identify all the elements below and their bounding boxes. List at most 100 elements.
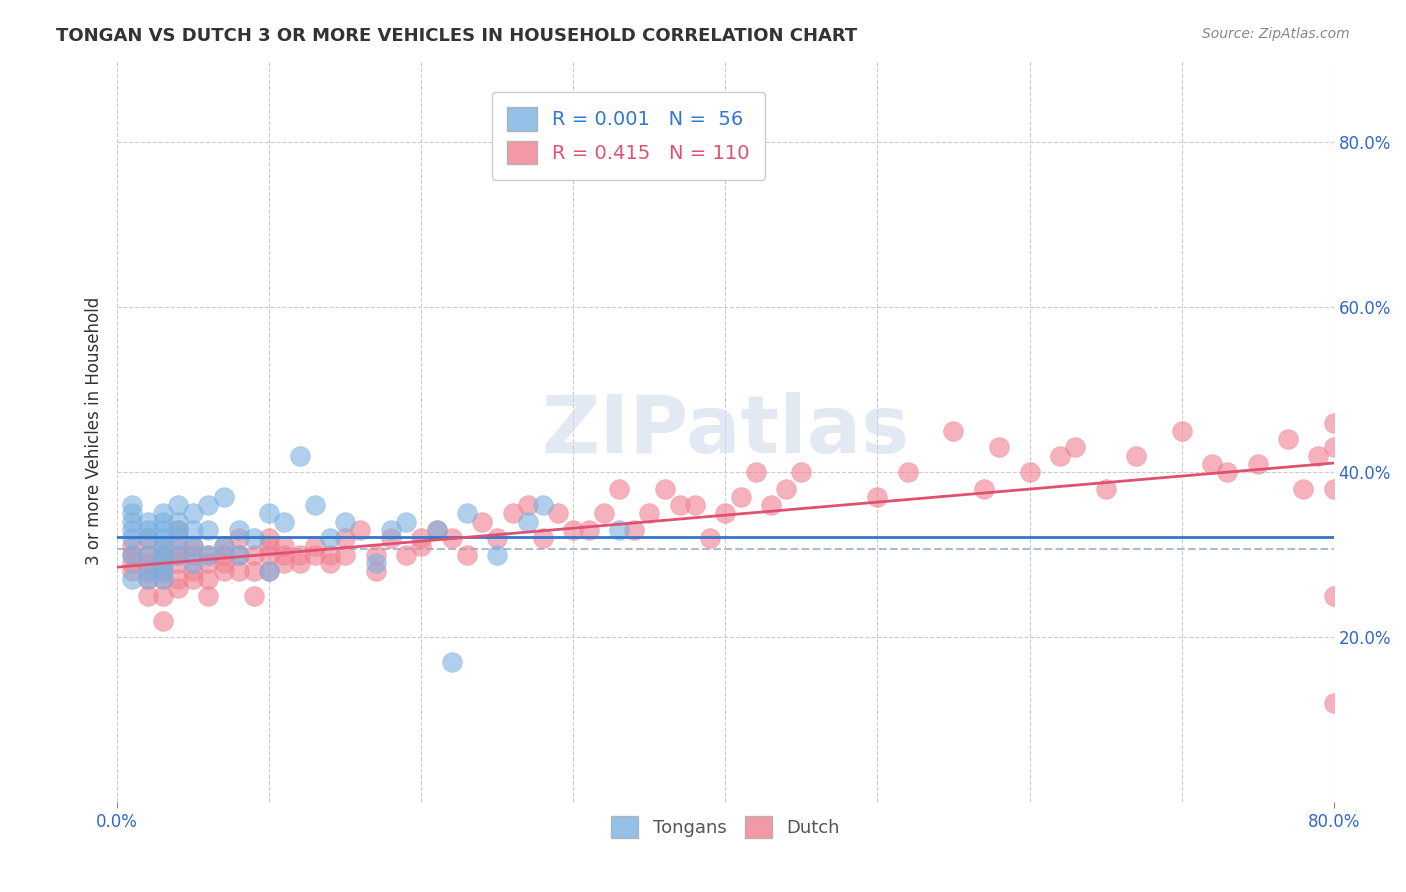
Point [197,523,219,537]
Point [273,556,295,570]
Point [335,548,357,562]
Point [181,540,204,554]
Point [121,540,143,554]
Point [1170,424,1192,438]
Point [273,515,295,529]
Point [866,490,889,504]
Point [212,556,235,570]
Point [1277,432,1299,446]
Point [257,507,280,521]
Point [973,482,995,496]
Point [167,515,190,529]
Point [228,548,250,562]
Point [486,548,509,562]
Point [257,564,280,578]
Point [228,564,250,578]
Point [228,548,250,562]
Point [288,449,311,463]
Point [531,531,554,545]
Point [562,523,585,537]
Point [257,540,280,554]
Point [395,515,418,529]
Point [1201,457,1223,471]
Point [167,556,190,570]
Point [212,564,235,578]
Point [121,548,143,562]
Point [578,523,600,537]
Point [181,564,204,578]
Point [380,531,402,545]
Point [136,589,159,603]
Text: TONGAN VS DUTCH 3 OR MORE VEHICLES IN HOUSEHOLD CORRELATION CHART: TONGAN VS DUTCH 3 OR MORE VEHICLES IN HO… [56,27,858,45]
Point [212,548,235,562]
Point [152,540,174,554]
Point [319,531,342,545]
Point [152,614,174,628]
Point [152,564,174,578]
Point [181,556,204,570]
Point [228,531,250,545]
Point [411,540,433,554]
Point [516,498,538,512]
Point [364,564,387,578]
Point [319,548,342,562]
Point [440,655,463,669]
Point [607,523,630,537]
Point [197,548,219,562]
Point [181,507,204,521]
Point [136,531,159,545]
Point [167,498,190,512]
Point [775,482,797,496]
Point [181,573,204,587]
Point [121,548,143,562]
Point [759,498,782,512]
Text: Source: ZipAtlas.com: Source: ZipAtlas.com [1202,27,1350,41]
Point [592,507,614,521]
Point [136,573,159,587]
Point [516,515,538,529]
Point [273,540,295,554]
Point [440,531,463,545]
Point [152,548,174,562]
Point [197,556,219,570]
Point [197,573,219,587]
Point [152,564,174,578]
Point [1323,416,1346,430]
Text: ZIPatlas: ZIPatlas [541,392,910,470]
Point [212,540,235,554]
Point [273,548,295,562]
Point [745,465,768,479]
Point [319,556,342,570]
Point [730,490,752,504]
Point [897,465,920,479]
Point [988,441,1011,455]
Point [1018,465,1040,479]
Point [136,548,159,562]
Point [257,564,280,578]
Point [121,564,143,578]
Point [181,540,204,554]
Point [502,507,524,521]
Point [288,548,311,562]
Point [471,515,494,529]
Point [152,507,174,521]
Point [668,498,690,512]
Point [1323,589,1346,603]
Point [228,523,250,537]
Point [152,548,174,562]
Point [152,556,174,570]
Point [121,531,143,545]
Point [623,523,645,537]
Point [181,548,204,562]
Point [167,573,190,587]
Point [411,531,433,545]
Point [243,548,266,562]
Legend: Tongans, Dutch: Tongans, Dutch [605,809,846,846]
Point [1323,696,1346,710]
Point [699,531,721,545]
Point [136,531,159,545]
Y-axis label: 3 or more Vehicles in Household: 3 or more Vehicles in Household [86,297,103,565]
Point [243,589,266,603]
Point [638,507,661,521]
Point [212,490,235,504]
